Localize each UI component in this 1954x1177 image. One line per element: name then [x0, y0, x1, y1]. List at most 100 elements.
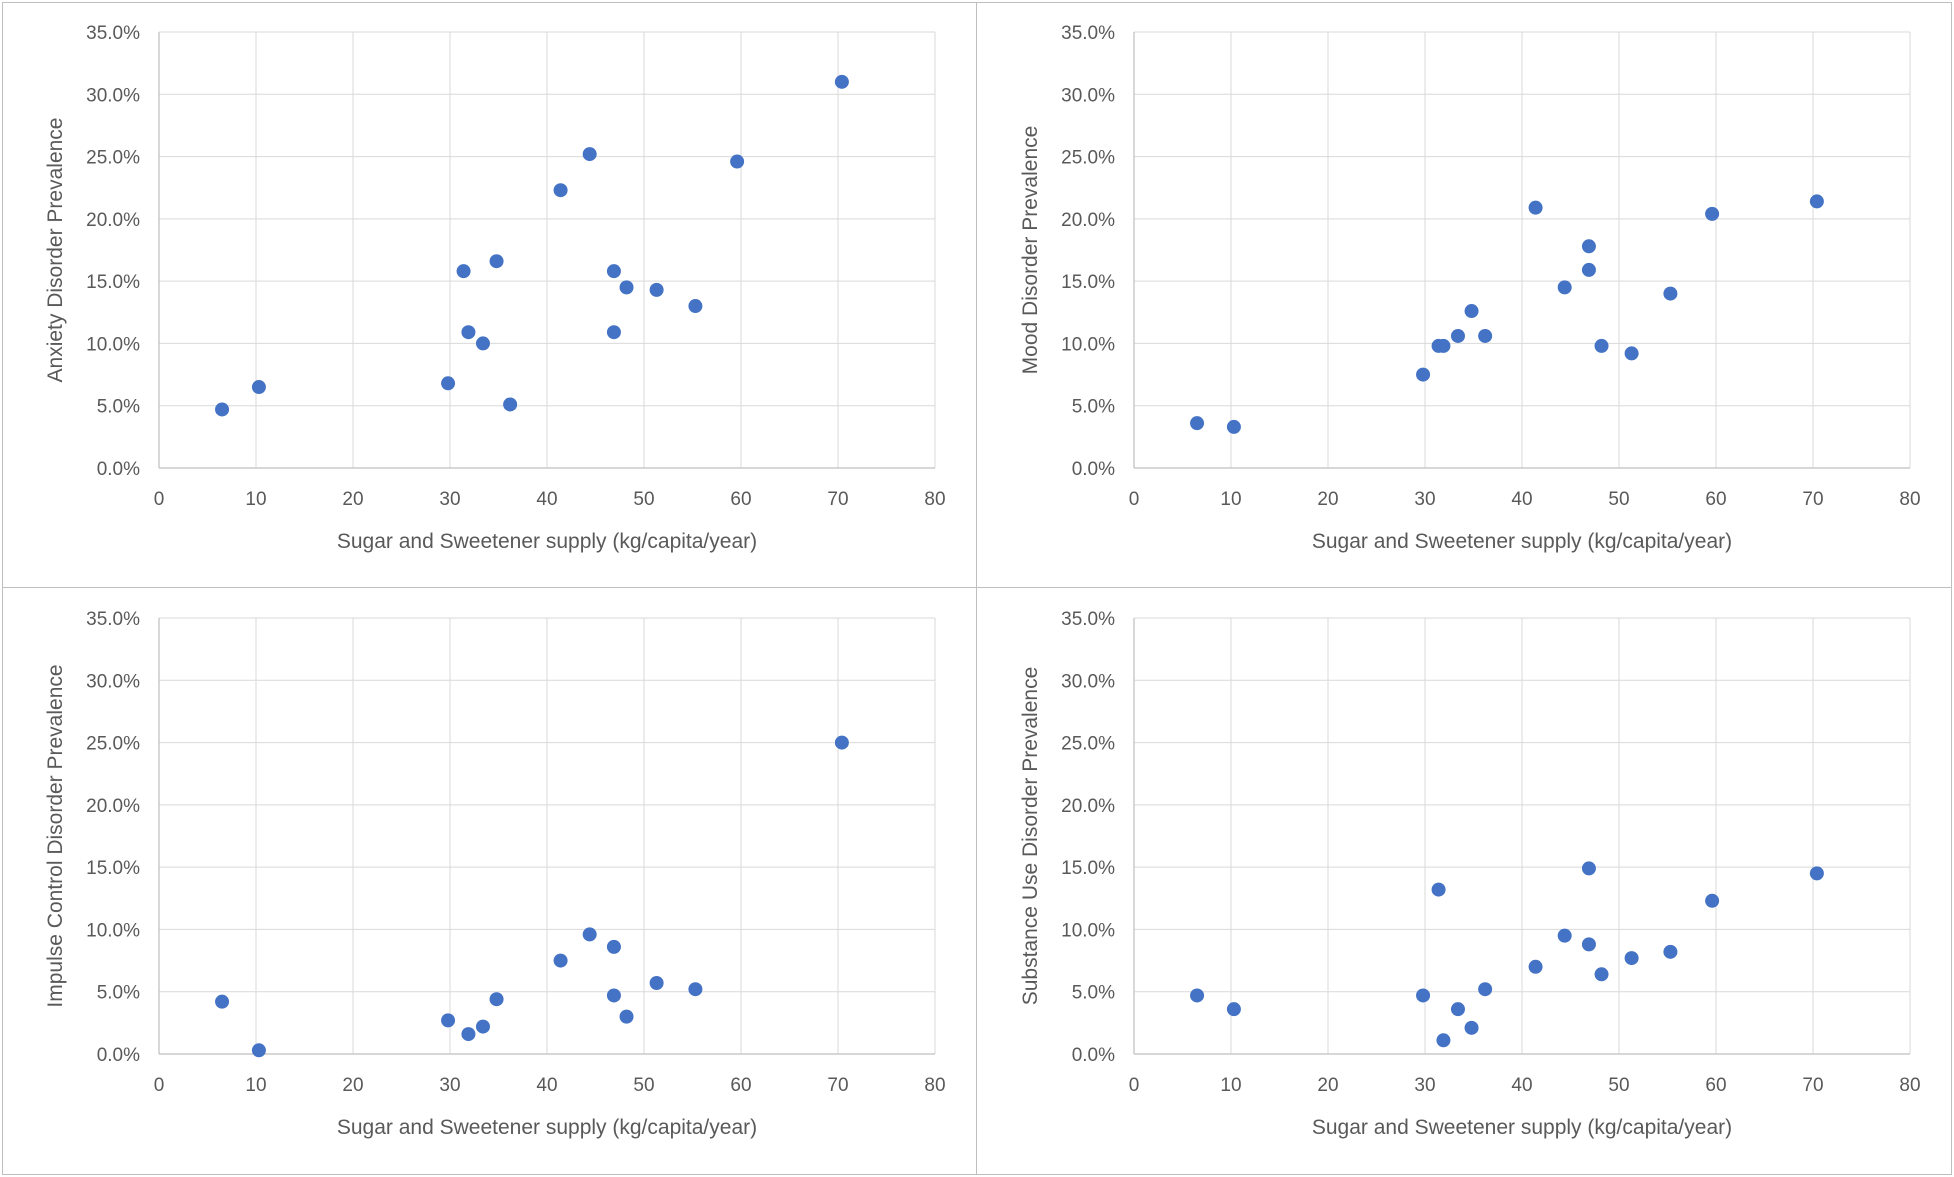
- chart-anxiety: 0 10 20 30 40 50 60 70 80 0.0% 5.0% 10.0% 15.0% 20.0%…: [2, 2, 977, 588]
- data-point: [553, 183, 568, 198]
- data-point: [1528, 959, 1543, 974]
- x-axis-title: Sugar and Sweetener supply (kg/capita/ye…: [337, 1116, 757, 1139]
- data-point: [1581, 239, 1596, 254]
- x-tick-label: 80: [1899, 1075, 1920, 1096]
- data-point: [1528, 200, 1543, 215]
- data-point: [834, 735, 849, 750]
- data-point: [582, 927, 597, 942]
- x-tick-label: 50: [1608, 1075, 1629, 1096]
- y-tick-label: 10.0%: [1061, 334, 1115, 355]
- data-point: [606, 325, 621, 340]
- x-tick-label: 10: [245, 489, 266, 510]
- data-point: [649, 975, 664, 990]
- data-point: [1431, 882, 1446, 897]
- data-point: [461, 1027, 476, 1042]
- x-tick-label: 20: [1317, 489, 1338, 510]
- x-tick-label: 10: [245, 1075, 266, 1096]
- x-tick-label: 20: [1317, 1075, 1338, 1096]
- y-tick-label: 20.0%: [1061, 796, 1115, 817]
- data-point: [441, 376, 456, 391]
- y-tick-label: 35.0%: [1061, 609, 1115, 630]
- y-tick-label: 0.0%: [97, 1045, 140, 1066]
- data-point: [1557, 280, 1572, 295]
- x-tick-label: 80: [1899, 489, 1920, 510]
- data-point: [1226, 419, 1241, 434]
- x-tick-label: 70: [827, 489, 848, 510]
- data-point: [1809, 194, 1824, 209]
- y-tick-label: 10.0%: [86, 334, 140, 355]
- y-tick-label: 25.0%: [1061, 734, 1115, 755]
- y-tick-label: 30.0%: [86, 85, 140, 106]
- y-tick-label: 0.0%: [97, 459, 140, 480]
- chart-mood-svg: 0 10 20 30 40 50 60 70 80 0.0% 5.0% 10.0% 15.0% 20.0%…: [1019, 23, 1921, 553]
- x-tick-label: 20: [342, 489, 363, 510]
- y-tick-label: 20.0%: [86, 210, 140, 231]
- data-point: [475, 1019, 490, 1034]
- data-point: [730, 154, 745, 169]
- y-tick-label: 5.0%: [97, 397, 140, 418]
- data-point: [688, 982, 703, 997]
- data-point: [1663, 944, 1678, 959]
- x-tick-label: 70: [1802, 489, 1823, 510]
- x-tick-label: 60: [730, 1075, 751, 1096]
- chart-anxiety-svg: 0 10 20 30 40 50 60 70 80 0.0% 5.0% 10.0% 15.0% 20.0%…: [44, 23, 946, 553]
- chart-impulse-control: 0 10 20 30 40 50 60 70 80 0.0% 5.0% 10.0% 15.0% 20.0%…: [2, 588, 977, 1174]
- y-tick-label: 0.0%: [1072, 459, 1115, 480]
- data-point: [1226, 1002, 1241, 1017]
- y-tick-label: 25.0%: [86, 734, 140, 755]
- data-point: [1663, 286, 1678, 301]
- x-axis-title: Sugar and Sweetener supply (kg/capita/ye…: [337, 530, 757, 553]
- data-point: [1416, 367, 1431, 382]
- y-tick-label: 30.0%: [1061, 85, 1115, 106]
- y-tick-label: 15.0%: [1061, 858, 1115, 879]
- x-tick-label: 20: [342, 1075, 363, 1096]
- x-tick-label: 10: [1220, 489, 1241, 510]
- y-axis-title: Mood Disorder Prevalence: [1019, 126, 1042, 375]
- data-point: [1464, 1020, 1479, 1035]
- data-point: [1809, 866, 1824, 881]
- data-point: [1581, 937, 1596, 952]
- y-tick-label: 10.0%: [86, 920, 140, 941]
- x-tick-label: 60: [1705, 489, 1726, 510]
- data-point: [1581, 262, 1596, 277]
- x-tick-label: 40: [536, 489, 557, 510]
- y-tick-label: 35.0%: [86, 609, 140, 630]
- x-tick-label: 30: [1414, 1075, 1435, 1096]
- y-tick-label: 15.0%: [86, 858, 140, 879]
- data-point: [606, 988, 621, 1003]
- x-tick-label: 30: [439, 489, 460, 510]
- data-point: [1594, 338, 1609, 353]
- data-point: [1581, 861, 1596, 876]
- data-point: [606, 264, 621, 279]
- x-tick-label: 40: [1511, 489, 1532, 510]
- data-point: [215, 994, 230, 1009]
- data-point: [834, 74, 849, 89]
- y-tick-label: 30.0%: [1061, 671, 1115, 692]
- x-tick-label: 50: [1608, 489, 1629, 510]
- x-tick-label: 0: [154, 1075, 165, 1096]
- panel-divider-horizontal: [2, 587, 1952, 588]
- y-tick-label: 15.0%: [86, 272, 140, 293]
- data-point: [1464, 304, 1479, 319]
- data-point: [1624, 346, 1639, 361]
- y-tick-label: 20.0%: [86, 796, 140, 817]
- y-tick-label: 30.0%: [86, 671, 140, 692]
- chart-impulse-control-svg: 0 10 20 30 40 50 60 70 80 0.0% 5.0% 10.0% 15.0% 20.0%…: [44, 609, 946, 1139]
- data-point: [503, 397, 518, 412]
- data-point: [688, 299, 703, 314]
- data-point: [1624, 951, 1639, 966]
- x-tick-label: 40: [536, 1075, 557, 1096]
- y-tick-label: 25.0%: [1061, 148, 1115, 169]
- data-point: [475, 336, 490, 351]
- y-tick-label: 5.0%: [1072, 397, 1115, 418]
- x-tick-label: 80: [924, 489, 945, 510]
- data-point: [582, 147, 597, 162]
- x-tick-label: 0: [1129, 489, 1140, 510]
- chart-substance-use: 0 10 20 30 40 50 60 70 80 0.0% 5.0% 10.0% 15.0% 20.0%…: [977, 588, 1952, 1174]
- x-tick-label: 30: [1414, 489, 1435, 510]
- chart-mood: 0 10 20 30 40 50 60 70 80 0.0% 5.0% 10.0% 15.0% 20.0%…: [977, 2, 1952, 588]
- y-tick-label: 20.0%: [1061, 210, 1115, 231]
- x-tick-label: 70: [827, 1075, 848, 1096]
- data-point: [489, 992, 504, 1007]
- data-point: [1416, 988, 1431, 1003]
